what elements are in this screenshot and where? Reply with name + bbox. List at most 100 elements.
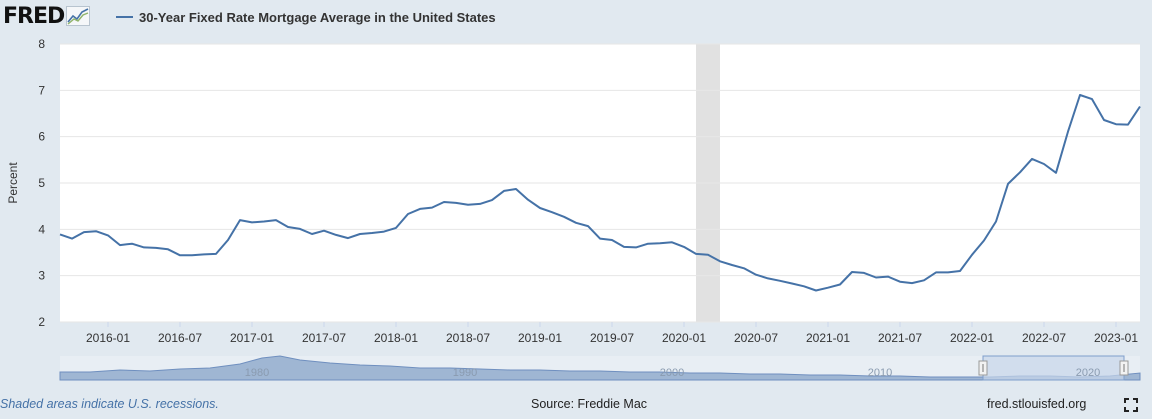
data-point xyxy=(538,206,543,211)
data-point xyxy=(370,231,375,236)
x-tick-label: 2018-07 xyxy=(446,331,490,345)
data-point xyxy=(454,200,459,205)
series-line[interactable] xyxy=(59,94,1141,292)
data-point xyxy=(886,274,891,279)
y-tick-label: 7 xyxy=(38,83,45,97)
navigator-tick-label: 1990 xyxy=(453,367,477,379)
data-point xyxy=(346,236,351,241)
y-axis-label: Percent xyxy=(6,162,20,204)
x-tick-label: 2018-01 xyxy=(374,331,418,345)
data-point xyxy=(754,272,759,277)
data-point xyxy=(562,214,567,219)
navigator-tick-label: 2020 xyxy=(1076,367,1100,379)
data-point xyxy=(190,253,195,258)
data-point xyxy=(862,270,867,275)
data-point xyxy=(130,241,135,246)
data-point xyxy=(1126,122,1131,127)
navigator-tick-label: 2010 xyxy=(868,367,892,379)
x-tick-label: 2022-01 xyxy=(950,331,994,345)
fred-logo[interactable]: FRED xyxy=(3,4,91,29)
data-point xyxy=(202,252,207,257)
x-tick-label: 2016-07 xyxy=(158,331,202,345)
data-point xyxy=(526,197,531,202)
data-point xyxy=(898,279,903,284)
data-point xyxy=(826,285,831,290)
data-point xyxy=(1102,117,1107,122)
data-point xyxy=(58,232,63,237)
data-point xyxy=(1018,170,1023,175)
data-point xyxy=(550,210,555,215)
y-tick-label: 5 xyxy=(38,176,45,190)
data-point xyxy=(1042,162,1047,167)
data-point xyxy=(850,269,855,274)
data-point xyxy=(418,206,423,211)
data-point xyxy=(742,266,747,271)
x-tick-label: 2019-07 xyxy=(590,331,634,345)
data-point xyxy=(70,236,75,241)
x-tick-label: 2020-01 xyxy=(662,331,706,345)
fred-url[interactable]: fred.stlouisfed.org xyxy=(987,397,1087,411)
data-point xyxy=(466,202,471,207)
navigator[interactable]: 1980 1990 2000 2010 2020 xyxy=(59,355,1141,381)
data-point xyxy=(334,232,339,237)
data-point xyxy=(682,244,687,249)
x-tick-label: 2020-07 xyxy=(734,331,778,345)
y-tick-label: 3 xyxy=(38,269,45,283)
data-point xyxy=(586,224,591,229)
data-point xyxy=(310,231,315,236)
data-point xyxy=(238,218,243,223)
data-point xyxy=(82,230,87,235)
data-point xyxy=(226,237,231,242)
y-tick-label: 6 xyxy=(38,130,45,144)
x-axis: 2016-01 2016-07 2017-01 2017-07 2018-01 2018-… xyxy=(86,322,1138,345)
data-point xyxy=(610,237,615,242)
y-tick-label: 8 xyxy=(38,37,45,51)
navigator-axis: 1980 1990 2000 2010 2020 xyxy=(245,367,1100,379)
data-point xyxy=(694,251,699,256)
data-point xyxy=(874,275,879,280)
chart-legend[interactable]: 30-Year Fixed Rate Mortgage Average in t… xyxy=(116,8,496,26)
data-point xyxy=(142,245,147,250)
y-axis: 2 3 4 5 6 7 8 xyxy=(38,37,45,329)
x-tick-label: 2017-01 xyxy=(230,331,274,345)
data-point xyxy=(430,205,435,210)
data-point xyxy=(970,252,975,257)
legend-swatch xyxy=(116,16,133,18)
data-point xyxy=(766,276,771,281)
data-point xyxy=(946,270,951,275)
x-tick-label: 2021-01 xyxy=(806,331,850,345)
x-tick-label: 2022-07 xyxy=(1022,331,1066,345)
data-point xyxy=(1138,104,1143,109)
data-point xyxy=(382,229,387,234)
data-point xyxy=(934,270,939,275)
data-point xyxy=(706,252,711,257)
data-point xyxy=(982,238,987,243)
chart-header: FRED 30-Year Fixed Rate Mortgage Average… xyxy=(0,0,1152,34)
source-text[interactable]: Source: Freddie Mac xyxy=(531,397,648,411)
navigator-tick-label: 2000 xyxy=(660,367,684,379)
data-point xyxy=(514,187,519,192)
fullscreen-icon[interactable] xyxy=(1123,397,1139,413)
data-point xyxy=(490,198,495,203)
data-point xyxy=(838,282,843,287)
x-tick-label: 2019-01 xyxy=(518,331,562,345)
data-point xyxy=(322,228,327,233)
data-point xyxy=(1030,156,1035,161)
data-point xyxy=(730,263,735,268)
navigator-tick-label: 1980 xyxy=(245,367,269,379)
data-point xyxy=(802,284,807,289)
data-point xyxy=(1054,170,1059,175)
data-point xyxy=(922,278,927,283)
data-point xyxy=(778,278,783,283)
data-point xyxy=(406,212,411,217)
grid-lines xyxy=(60,43,1140,323)
y-tick-label: 4 xyxy=(38,222,45,236)
data-point xyxy=(910,281,915,286)
data-point xyxy=(958,269,963,274)
x-tick-label: 2017-07 xyxy=(302,331,346,345)
legend-label: 30-Year Fixed Rate Mortgage Average in t… xyxy=(139,9,496,25)
data-point xyxy=(214,251,219,256)
data-point xyxy=(598,236,603,241)
navigator-window[interactable] xyxy=(982,355,1125,381)
